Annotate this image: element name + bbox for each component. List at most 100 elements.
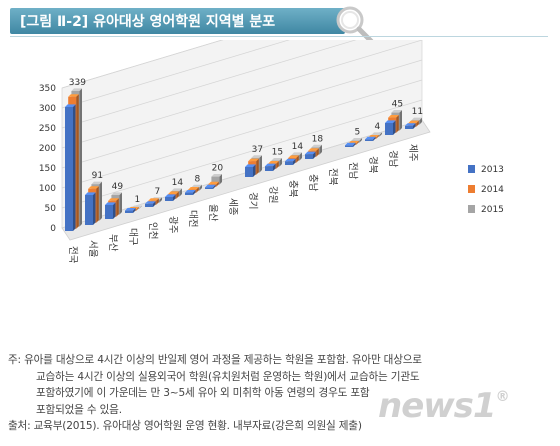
bar-top xyxy=(65,104,76,107)
bar-2013 xyxy=(65,107,73,231)
bar-top xyxy=(305,151,316,155)
x-category-label: 대전 xyxy=(187,210,198,227)
bar-side xyxy=(413,123,416,129)
bar-top xyxy=(351,138,362,141)
bar-side xyxy=(199,184,202,191)
legend-label: 2015 xyxy=(481,205,504,215)
bar-side xyxy=(293,158,296,165)
bar-side xyxy=(399,110,402,131)
bar-top xyxy=(388,115,399,118)
x-category-label: 광주 xyxy=(167,216,179,234)
bar-side xyxy=(396,115,399,133)
bar-top xyxy=(168,191,179,194)
bar-top xyxy=(208,181,219,185)
bar-top xyxy=(68,94,79,97)
bar-side xyxy=(353,142,356,147)
bar-top xyxy=(191,184,202,188)
figure-title-bar: [그림 Ⅱ-2] 유아대상 영어학원 지역별 분포 xyxy=(10,8,345,34)
bar-side xyxy=(153,201,156,207)
bar-side xyxy=(213,184,216,189)
bar-2013 xyxy=(185,192,193,195)
bar-top xyxy=(245,164,256,167)
bar-side xyxy=(276,161,279,169)
bar-2015 xyxy=(211,176,220,185)
bar-top xyxy=(165,194,176,197)
bar-side xyxy=(193,190,196,195)
bar-side xyxy=(316,148,319,157)
data-label: 1 xyxy=(135,195,141,205)
bar-side xyxy=(176,191,179,199)
x-category-label: 부산 xyxy=(107,234,118,252)
bar-side xyxy=(416,120,419,127)
bar-top xyxy=(71,88,82,91)
bar-top xyxy=(265,163,276,167)
bar-top xyxy=(345,142,356,146)
data-label: 18 xyxy=(312,134,324,144)
data-label: 339 xyxy=(69,78,86,88)
bar-top xyxy=(171,188,182,191)
bar-top xyxy=(308,148,319,151)
bar-side xyxy=(296,155,299,163)
bar-top xyxy=(411,117,422,121)
y-tick-label: 250 xyxy=(39,124,56,134)
bar-side xyxy=(173,194,176,201)
bar-side xyxy=(259,155,262,173)
bar-top xyxy=(188,187,199,190)
bar-top xyxy=(185,190,196,193)
bar-top xyxy=(91,181,102,185)
watermark-mark: ® xyxy=(495,389,510,405)
data-label: 15 xyxy=(272,148,283,158)
legend-label: 2013 xyxy=(481,165,504,175)
bar-top xyxy=(145,201,156,204)
y-gridline xyxy=(61,40,357,129)
data-label: 14 xyxy=(292,142,304,152)
bar-top xyxy=(311,144,322,148)
bar-side xyxy=(133,208,136,213)
bar-top xyxy=(408,120,419,124)
bar-top xyxy=(251,155,262,158)
news1-watermark: news1® xyxy=(378,386,510,426)
bar-top xyxy=(211,174,222,177)
title-divider xyxy=(10,36,548,37)
bar-top xyxy=(85,192,96,195)
y-tick-label: 200 xyxy=(39,144,56,154)
bar-2013 xyxy=(125,210,133,213)
bar-side xyxy=(119,192,122,215)
bar-side xyxy=(73,104,76,231)
data-label: 45 xyxy=(392,100,403,110)
bar-2013 xyxy=(365,139,373,141)
bar-side xyxy=(159,197,162,203)
x-category-label: 경북 xyxy=(367,156,379,174)
y-tick-label: 300 xyxy=(39,104,56,114)
x-category-label: 세종 xyxy=(227,198,238,216)
data-label: 4 xyxy=(375,122,381,132)
bar-side xyxy=(253,164,256,177)
data-label: 7 xyxy=(155,187,161,197)
x-category-label: 대구 xyxy=(127,228,138,246)
watermark-text: news1 xyxy=(378,386,497,426)
bar-2013 xyxy=(105,205,113,219)
bar-side xyxy=(113,202,116,219)
note-line-2: 교습하는 4시간 이상의 실용외국어 학원(유치원처럼 운영하는 학원)에서 교… xyxy=(36,370,420,383)
figure-notes: 주: 유아를 대상으로 4시간 이상의 반일제 영어 과정을 제공하는 학원을 … xyxy=(8,352,556,435)
bar-side xyxy=(179,188,182,197)
x-category-label: 전남 xyxy=(347,162,358,180)
bar-top xyxy=(391,110,402,113)
bar-side xyxy=(279,158,282,167)
x-category-label: 제주 xyxy=(407,144,418,162)
magnifier-icon xyxy=(336,6,374,44)
legend-swatch xyxy=(468,205,475,213)
bar-top xyxy=(111,192,122,195)
bar-side xyxy=(319,144,322,155)
x-category-label: 경남 xyxy=(387,150,399,168)
y-gridline xyxy=(61,59,423,169)
bar-side xyxy=(219,174,222,185)
x-category-label: 충남 xyxy=(307,174,318,192)
note-line-3: 포함하였기에 이 가운데는 만 3~5세 유아 외 미취학 아동 연령의 경우도… xyxy=(36,387,370,399)
y-gridline xyxy=(61,99,423,209)
bar-side xyxy=(156,198,159,205)
bar-side xyxy=(376,135,379,139)
bar-2013 xyxy=(245,167,253,177)
data-label: 20 xyxy=(212,164,224,174)
